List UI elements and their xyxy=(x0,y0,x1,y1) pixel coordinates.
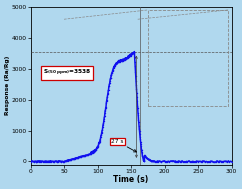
Text: $\mathregular{S_{(50\ ppm)}}$=3538: $\mathregular{S_{(50\ ppm)}}$=3538 xyxy=(43,68,91,78)
Bar xyxy=(148,10,228,106)
Text: 27 s: 27 s xyxy=(111,139,136,152)
X-axis label: Time (s): Time (s) xyxy=(113,175,149,184)
Y-axis label: Response (Ra/Rg): Response (Ra/Rg) xyxy=(5,56,10,115)
